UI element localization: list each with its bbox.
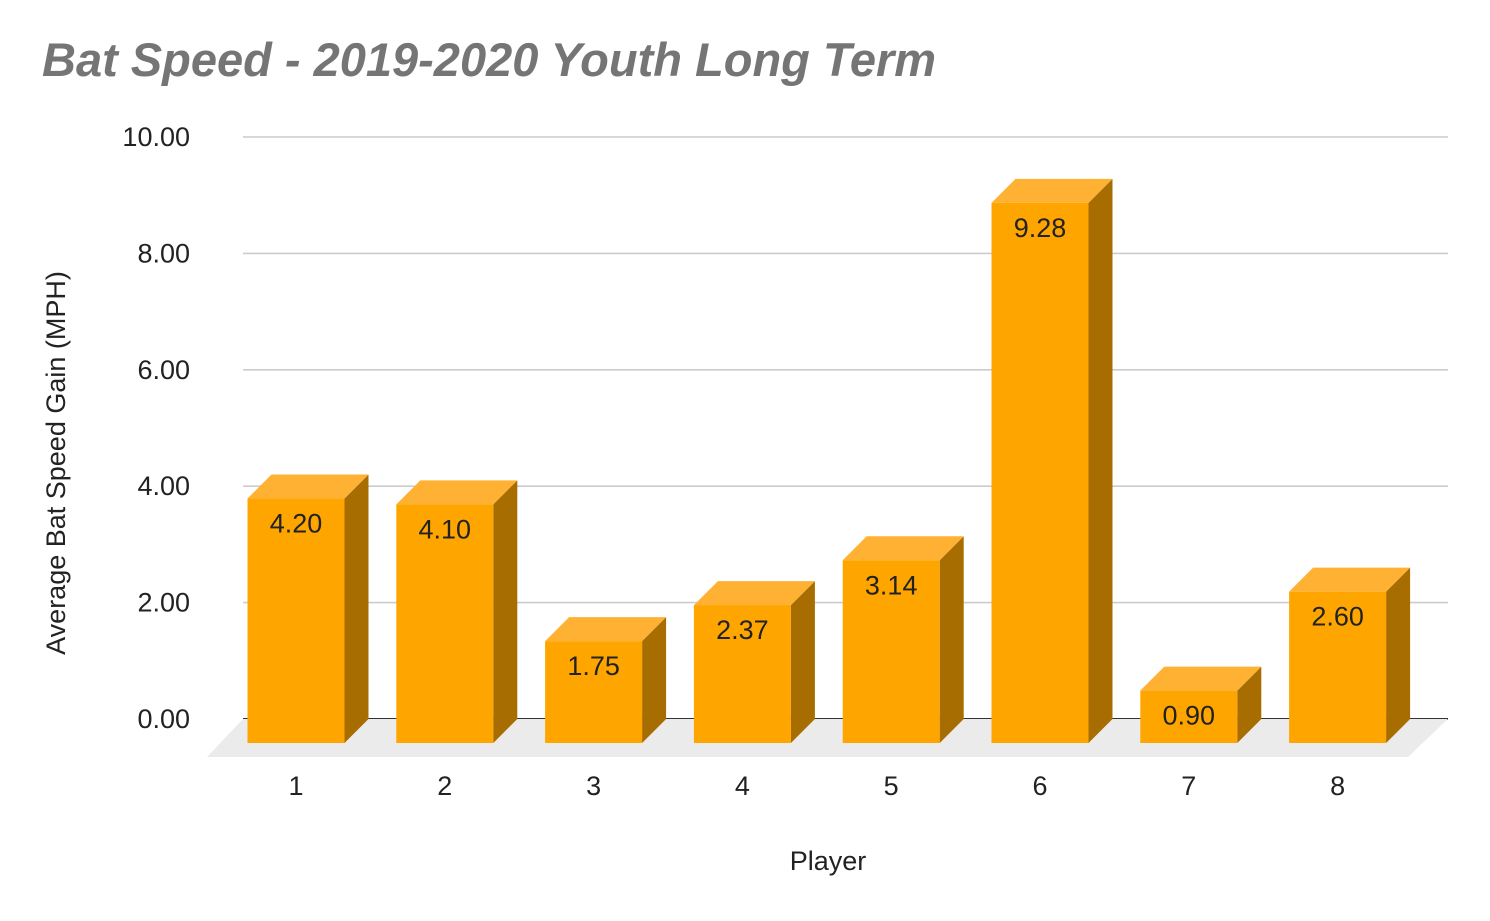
data-label: 0.90 <box>1163 701 1216 731</box>
floor-plane <box>207 719 1448 757</box>
x-tick-label: 8 <box>1330 771 1345 801</box>
bar-front-face <box>545 641 643 743</box>
bar-top-face <box>1289 567 1411 592</box>
x-tick-label: 7 <box>1181 771 1196 801</box>
bar-front-face <box>991 202 1089 744</box>
chart-floor <box>207 719 1448 757</box>
data-label: 4.10 <box>419 514 472 544</box>
x-axis-title: Player <box>790 846 867 876</box>
bars <box>247 178 1411 744</box>
bar-front-face <box>693 605 791 743</box>
y-tick-label: 8.00 <box>137 238 190 268</box>
data-label: 2.60 <box>1311 602 1364 632</box>
bar-front-face <box>842 560 940 743</box>
x-tick-label: 1 <box>288 771 303 801</box>
x-tick-label: 6 <box>1032 771 1047 801</box>
data-label: 1.75 <box>567 651 620 681</box>
bar-8 <box>1289 567 1411 743</box>
x-tick-label: 5 <box>884 771 899 801</box>
y-tick-label: 6.00 <box>137 355 190 385</box>
bar-side-face <box>1386 567 1411 743</box>
bar-4 <box>693 581 815 743</box>
bar-side-face <box>1088 178 1113 744</box>
bar-6 <box>991 178 1113 744</box>
bar-3 <box>545 617 667 743</box>
data-label: 3.14 <box>865 570 918 600</box>
bar-side-face <box>790 581 815 743</box>
bar-7 <box>1140 666 1262 743</box>
x-axis-ticks: 1 2 3 4 5 6 7 8 <box>288 771 1345 801</box>
y-tick-label: 0.00 <box>137 704 190 734</box>
bar-side-face <box>642 617 667 743</box>
x-tick-label: 3 <box>586 771 601 801</box>
bar-side-face <box>493 480 518 743</box>
data-label: 4.20 <box>270 509 323 539</box>
bar-top-face <box>693 581 815 606</box>
data-label: 2.37 <box>716 615 769 645</box>
y-tick-label: 2.00 <box>137 588 190 618</box>
data-label: 9.28 <box>1014 213 1067 243</box>
y-axis-ticks: 0.00 2.00 4.00 6.00 8.00 10.00 <box>122 122 190 734</box>
chart-title: Bat Speed - 2019-2020 Youth Long Term <box>42 33 937 86</box>
bar-side-face <box>344 474 369 743</box>
bar-front-face <box>396 504 494 743</box>
bar-top-face <box>1140 666 1262 691</box>
x-tick-label: 2 <box>437 771 452 801</box>
bar-2 <box>396 480 518 743</box>
y-tick-label: 4.00 <box>137 471 190 501</box>
bar-side-face <box>939 536 964 743</box>
bar-front-face <box>1140 690 1238 743</box>
bar-top-face <box>396 480 518 505</box>
data-labels: 4.20 4.10 1.75 2.37 3.14 9.28 0.90 2.60 <box>270 213 1364 731</box>
bar-top-face <box>842 536 964 561</box>
bar-top-face <box>247 474 369 499</box>
bar-top-face <box>991 178 1113 203</box>
x-tick-label: 4 <box>735 771 750 801</box>
bar-front-face <box>247 498 345 743</box>
bar-1 <box>247 474 369 743</box>
bar-top-face <box>545 617 667 642</box>
y-axis-title: Average Bat Speed Gain (MPH) <box>41 271 71 655</box>
bar-side-face <box>1237 666 1262 743</box>
bar-5 <box>842 536 964 743</box>
y-tick-label: 10.00 <box>122 122 190 152</box>
bar-front-face <box>1289 591 1387 743</box>
